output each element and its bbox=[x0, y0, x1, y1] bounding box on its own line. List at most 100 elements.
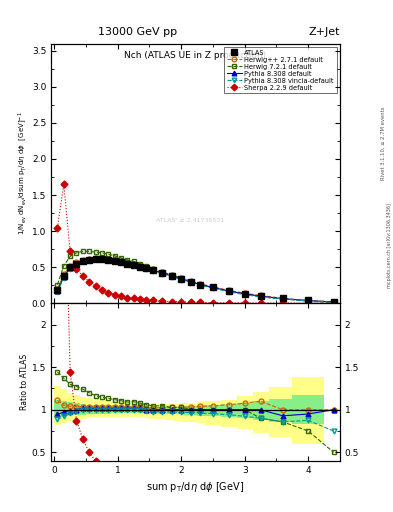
Herwig 7.2.1 default bbox=[125, 257, 130, 263]
Herwig++ 2.7.1 default bbox=[87, 255, 92, 262]
Herwig++ 2.7.1 default bbox=[68, 263, 72, 269]
Line: Pythia 8.308 default: Pythia 8.308 default bbox=[55, 256, 336, 304]
Herwig++ 2.7.1 default bbox=[179, 275, 184, 281]
Herwig 7.2.1 default bbox=[74, 250, 79, 256]
Y-axis label: Ratio to ATLAS: Ratio to ATLAS bbox=[20, 354, 29, 410]
Pythia 8.308 vincia-default bbox=[331, 299, 336, 305]
Pythia 8.308 vincia-default bbox=[106, 257, 110, 263]
Pythia 8.308 default bbox=[138, 263, 142, 269]
Sherpa 2.2.9 default bbox=[131, 295, 136, 302]
Pythia 8.308 default bbox=[81, 258, 85, 264]
Sherpa 2.2.9 default bbox=[87, 279, 92, 285]
Pythia 8.308 vincia-default bbox=[74, 261, 79, 267]
ATLAS bbox=[281, 295, 285, 302]
Pythia 8.308 vincia-default bbox=[160, 271, 165, 277]
ATLAS bbox=[211, 284, 215, 290]
Herwig 7.2.1 default bbox=[179, 275, 184, 281]
Herwig++ 2.7.1 default bbox=[281, 295, 285, 302]
ATLAS bbox=[160, 270, 165, 276]
Pythia 8.308 vincia-default bbox=[87, 257, 92, 263]
ATLAS bbox=[106, 257, 110, 263]
Herwig++ 2.7.1 default bbox=[61, 271, 66, 278]
Sherpa 2.2.9 default bbox=[242, 300, 247, 306]
Pythia 8.308 default bbox=[87, 256, 92, 262]
Pythia 8.308 vincia-default bbox=[119, 259, 123, 265]
Pythia 8.308 default bbox=[99, 255, 104, 262]
Herwig 7.2.1 default bbox=[106, 251, 110, 258]
Herwig++ 2.7.1 default bbox=[160, 269, 165, 275]
ATLAS bbox=[87, 257, 92, 263]
ATLAS bbox=[61, 273, 66, 279]
Herwig++ 2.7.1 default bbox=[306, 297, 310, 304]
Herwig++ 2.7.1 default bbox=[188, 278, 193, 284]
ATLAS bbox=[138, 264, 142, 270]
Sherpa 2.2.9 default bbox=[138, 296, 142, 302]
ATLAS bbox=[81, 259, 85, 265]
Text: 13000 GeV pp: 13000 GeV pp bbox=[98, 27, 177, 37]
Sherpa 2.2.9 default bbox=[99, 287, 104, 293]
Herwig 7.2.1 default bbox=[131, 259, 136, 265]
Pythia 8.308 default bbox=[258, 293, 263, 299]
ATLAS bbox=[112, 258, 117, 264]
Pythia 8.308 vincia-default bbox=[226, 289, 231, 295]
Pythia 8.308 default bbox=[125, 260, 130, 266]
Pythia 8.308 default bbox=[188, 279, 193, 285]
Herwig++ 2.7.1 default bbox=[93, 255, 98, 261]
Herwig 7.2.1 default bbox=[112, 252, 117, 259]
Sherpa 2.2.9 default bbox=[211, 300, 215, 306]
Herwig 7.2.1 default bbox=[211, 284, 215, 290]
Sherpa 2.2.9 default bbox=[125, 294, 130, 301]
ATLAS bbox=[198, 282, 203, 288]
Herwig 7.2.1 default bbox=[144, 263, 149, 269]
Sherpa 2.2.9 default bbox=[74, 266, 79, 272]
Herwig++ 2.7.1 default bbox=[226, 287, 231, 293]
Pythia 8.308 vincia-default bbox=[125, 261, 130, 267]
Pythia 8.308 default bbox=[68, 265, 72, 271]
Pythia 8.308 vincia-default bbox=[138, 264, 142, 270]
ATLAS bbox=[131, 262, 136, 268]
ATLAS bbox=[55, 287, 60, 293]
ATLAS bbox=[74, 261, 79, 267]
Pythia 8.308 vincia-default bbox=[81, 259, 85, 265]
ATLAS bbox=[188, 279, 193, 285]
Pythia 8.308 default bbox=[93, 255, 98, 262]
Herwig++ 2.7.1 default bbox=[106, 255, 110, 262]
Pythia 8.308 vincia-default bbox=[55, 289, 60, 295]
Pythia 8.308 vincia-default bbox=[258, 294, 263, 300]
ATLAS bbox=[144, 265, 149, 271]
Line: Herwig 7.2.1 default: Herwig 7.2.1 default bbox=[55, 249, 336, 305]
Herwig 7.2.1 default bbox=[331, 300, 336, 306]
Sherpa 2.2.9 default bbox=[226, 300, 231, 306]
Herwig++ 2.7.1 default bbox=[81, 257, 85, 263]
Herwig 7.2.1 default bbox=[99, 250, 104, 256]
Herwig 7.2.1 default bbox=[258, 294, 263, 300]
Sherpa 2.2.9 default bbox=[306, 300, 310, 306]
Sherpa 2.2.9 default bbox=[55, 224, 60, 230]
Pythia 8.308 vincia-default bbox=[306, 298, 310, 304]
Herwig 7.2.1 default bbox=[87, 248, 92, 254]
Herwig 7.2.1 default bbox=[55, 282, 60, 288]
ATLAS bbox=[258, 293, 263, 299]
Pythia 8.308 default bbox=[106, 256, 110, 262]
Herwig 7.2.1 default bbox=[150, 266, 155, 272]
Sherpa 2.2.9 default bbox=[150, 297, 155, 304]
Sherpa 2.2.9 default bbox=[179, 299, 184, 305]
Text: mcplots.cern.ch [arXiv:1306.3436]: mcplots.cern.ch [arXiv:1306.3436] bbox=[387, 203, 391, 288]
Sherpa 2.2.9 default bbox=[198, 300, 203, 306]
ATLAS bbox=[169, 273, 174, 279]
ATLAS bbox=[119, 259, 123, 265]
Text: Rivet 3.1.10, ≥ 2.7M events: Rivet 3.1.10, ≥ 2.7M events bbox=[381, 106, 386, 180]
ATLAS bbox=[68, 264, 72, 270]
Herwig 7.2.1 default bbox=[119, 255, 123, 261]
Herwig++ 2.7.1 default bbox=[331, 299, 336, 305]
Pythia 8.308 default bbox=[169, 273, 174, 279]
Sherpa 2.2.9 default bbox=[331, 300, 336, 306]
Pythia 8.308 vincia-default bbox=[150, 268, 155, 274]
Herwig++ 2.7.1 default bbox=[138, 262, 142, 268]
Pythia 8.308 default bbox=[281, 295, 285, 302]
Pythia 8.308 default bbox=[74, 261, 79, 267]
Y-axis label: 1/N$_\mathsf{ev}$ dN$_\mathsf{ev}$/dsum p$_\mathsf{T}$/d$\eta$ d$\phi$  [GeV]$^{: 1/N$_\mathsf{ev}$ dN$_\mathsf{ev}$/dsum … bbox=[16, 112, 29, 236]
Line: Herwig++ 2.7.1 default: Herwig++ 2.7.1 default bbox=[55, 255, 336, 304]
Pythia 8.308 vincia-default bbox=[68, 266, 72, 272]
Pythia 8.308 default bbox=[179, 276, 184, 282]
